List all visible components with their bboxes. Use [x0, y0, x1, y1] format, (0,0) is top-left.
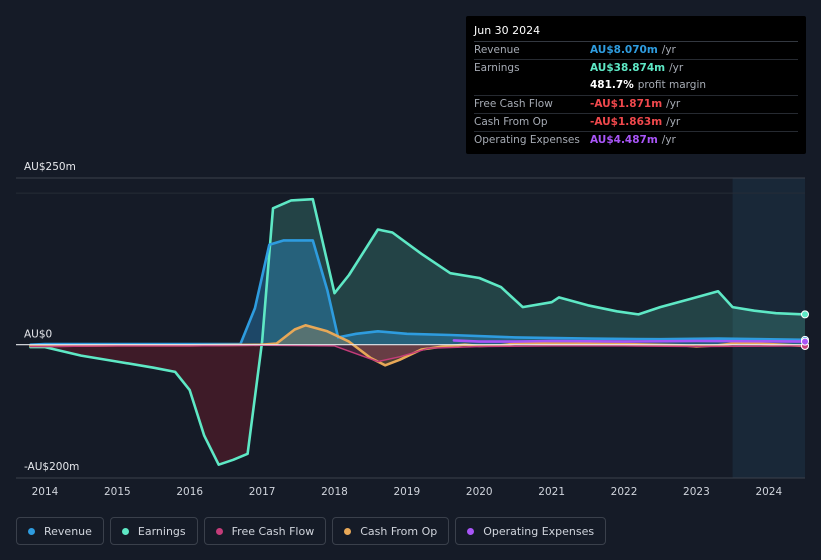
operating-expenses-line	[452, 339, 807, 343]
tooltip-unit: /yr	[666, 115, 681, 128]
tooltip-row-operating-expenses: Operating Expenses AU$4.487m /yr	[474, 132, 798, 149]
tooltip-date: Jun 30 2024	[474, 23, 798, 42]
x-tick-label: 2019	[394, 486, 421, 498]
x-tick-label: 2018	[321, 486, 348, 498]
operating-expenses-dot-icon	[467, 527, 475, 535]
y-axis-label: -AU$200m	[24, 461, 79, 473]
earnings-area-positive	[261, 199, 805, 345]
tooltip-label: Cash From Op	[474, 115, 548, 128]
legend-item-earnings[interactable]: Earnings	[109, 517, 198, 545]
tooltip-unit: /yr	[666, 97, 681, 110]
tooltip-value: -AU$1.863m	[590, 115, 663, 128]
x-tick-label: 2024	[755, 486, 782, 498]
tooltip-value: AU$38.874m	[590, 62, 666, 75]
earnings-area-negative	[30, 344, 805, 465]
tooltip-value: -AU$1.871m	[590, 97, 663, 110]
legend: Revenue Earnings Free Cash Flow Cash Fro…	[16, 517, 607, 545]
x-tick-label: 2021	[538, 486, 565, 498]
tooltip-label: Earnings	[474, 62, 520, 75]
tooltip-unit: profit margin	[637, 79, 707, 92]
tooltip-label: Revenue	[474, 44, 520, 56]
revenue-dot-icon	[28, 527, 35, 535]
tooltip-value: 481.7%	[590, 79, 634, 92]
tooltip-row-revenue: Revenue AU$8.070m /yr	[474, 42, 798, 61]
tooltip-row-free-cash-flow: Free Cash Flow -AU$1.871m /yr	[474, 96, 798, 114]
tooltip-unit: /yr	[661, 44, 676, 56]
earnings-dot-icon	[121, 527, 129, 535]
free-cash-flow-area	[30, 344, 805, 362]
legend-label: Operating Expenses	[483, 524, 595, 538]
y-axis-label: AU$250m	[24, 161, 76, 173]
tooltip-row-cash-from-op: Cash From Op -AU$1.863m /yr	[474, 114, 798, 132]
y-axis-label: AU$0	[24, 329, 52, 341]
legend-label: Earnings	[137, 524, 186, 538]
tooltip-value: AU$4.487m	[590, 133, 658, 146]
tooltip-unit: /yr	[661, 133, 676, 146]
tooltip-label: Operating Expenses	[474, 133, 580, 146]
x-tick-label: 2015	[104, 486, 131, 498]
x-tick-label: 2020	[466, 486, 493, 498]
legend-item-cash-from-op[interactable]: Cash From Op	[332, 517, 450, 545]
forecast-band	[732, 178, 805, 478]
x-tick-label: 2014	[32, 486, 59, 498]
legend-item-operating-expenses[interactable]: Operating Expenses	[455, 517, 607, 545]
x-tick-label: 2017	[249, 486, 276, 498]
tooltip-value: AU$8.070m	[590, 44, 658, 56]
free-cash-flow-line	[29, 344, 806, 363]
legend-label: Cash From Op	[360, 524, 438, 538]
tooltip-label: Free Cash Flow	[474, 97, 553, 110]
legend-item-free-cash-flow[interactable]: Free Cash Flow	[203, 517, 327, 545]
tooltip-row-earnings: Earnings AU$38.874m /yr	[474, 60, 798, 77]
tooltip-unit: /yr	[669, 62, 684, 75]
x-tick-label: 2023	[683, 486, 710, 498]
tooltip-row-profit-margin: 481.7% profit margin	[474, 77, 798, 96]
legend-label: Revenue	[44, 524, 92, 538]
earnings-line	[29, 197, 807, 466]
operating-expenses-endpoint[interactable]	[801, 337, 809, 346]
legend-item-revenue[interactable]: Revenue	[16, 517, 104, 545]
tooltip-panel: Jun 30 2024 Revenue AU$8.070m /yr Earnin…	[466, 16, 806, 154]
x-tick-label: 2022	[611, 486, 638, 498]
cash-from-op-area	[30, 325, 805, 366]
legend-label: Free Cash Flow	[231, 524, 315, 538]
free-cash-flow-dot-icon	[215, 527, 223, 535]
x-tick-label: 2016	[176, 486, 203, 498]
earnings-endpoint[interactable]	[801, 310, 809, 319]
cash-from-op-dot-icon	[344, 527, 352, 535]
tooltip-label	[474, 77, 590, 94]
